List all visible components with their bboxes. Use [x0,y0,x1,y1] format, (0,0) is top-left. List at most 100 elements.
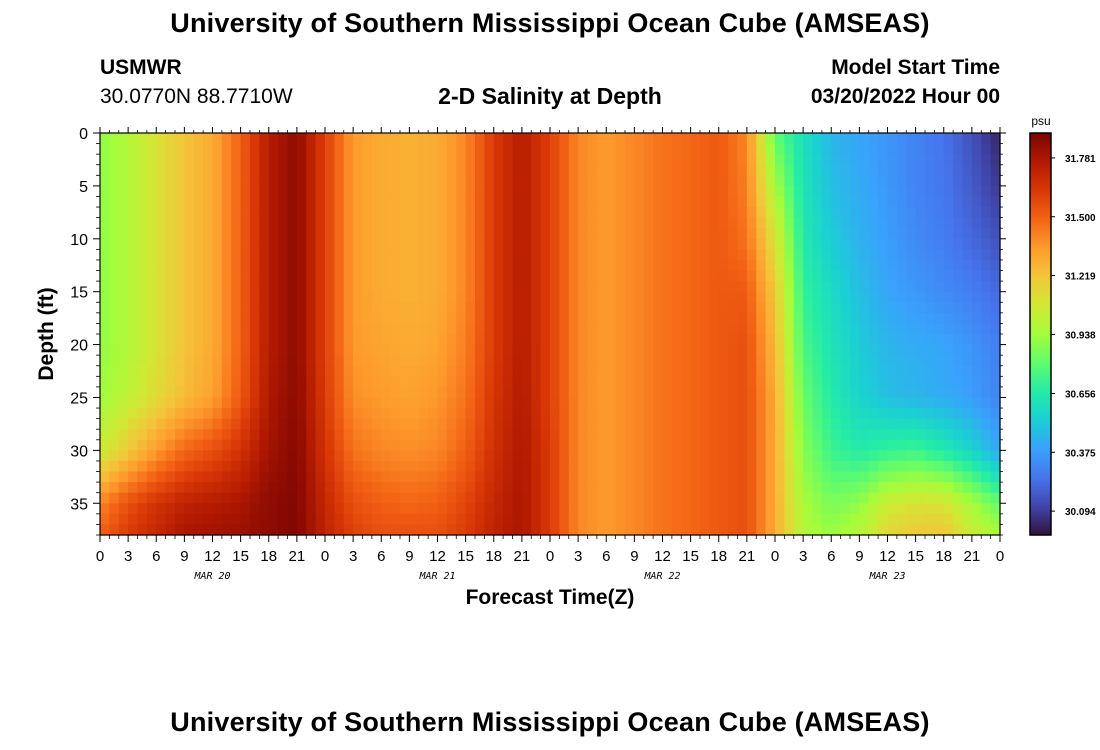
heatmap-cell [456,513,467,526]
heatmap-cell [821,503,832,515]
heatmap-cell [700,386,710,399]
heatmap-cell [540,259,551,272]
heatmap-cell [925,439,935,451]
heatmap-cell [587,323,598,335]
heatmap-cell [671,355,682,367]
heatmap-cell [615,323,626,335]
heatmap-cell [625,334,635,346]
heatmap-cell [109,302,120,314]
heatmap-cell [128,133,139,145]
heatmap-cell [306,270,317,282]
heatmap-cell [362,386,373,399]
heatmap-cell [700,302,710,314]
heatmap-cell [203,439,214,451]
heatmap-cell [906,450,917,462]
heatmap-cell [165,164,176,176]
heatmap-cell [193,376,204,388]
heatmap-cell [671,312,682,325]
heatmap-cell [821,334,832,346]
heatmap-cell [746,418,757,430]
heatmap-cell [812,524,823,536]
heatmap-cell [868,344,879,356]
heatmap-cell [231,143,242,155]
heatmap-cell [681,175,692,187]
heatmap-cell [925,164,935,176]
heatmap-cell [559,291,570,303]
heatmap-cell [193,133,204,145]
heatmap-cell [296,207,307,219]
heatmap-cell [784,365,795,377]
heatmap-cell [343,482,354,494]
heatmap-cell [728,259,739,272]
heatmap-cell [615,513,626,526]
heatmap-cell [212,133,223,145]
x-tick-label: 3 [124,548,132,565]
heatmap-cell [821,524,832,536]
heatmap-cell [709,397,720,409]
heatmap-cell [615,228,626,240]
heatmap-cell [718,143,729,155]
heatmap-cell [371,164,382,176]
heatmap-cell [250,376,260,388]
heatmap-cell [100,429,110,441]
heatmap-cell [700,164,710,176]
heatmap-cell [437,386,448,399]
heatmap-cell [775,365,785,377]
heatmap-cell [118,238,129,250]
heatmap-cell [746,408,757,420]
heatmap-cell [971,270,982,282]
heatmap-cell [278,376,289,388]
heatmap-cell [250,482,260,494]
heatmap-cell [418,482,429,494]
heatmap-cell [840,238,851,250]
heatmap-cell [925,281,935,293]
heatmap-cell [203,450,214,462]
heatmap-cell [671,302,682,314]
heatmap-cell [803,323,814,335]
heatmap-cell [962,524,973,536]
heatmap-cell [868,408,879,420]
heatmap-cell [175,133,185,145]
heatmap-cell [259,439,270,451]
heatmap-cell [118,386,129,399]
heatmap-cell [512,323,523,335]
heatmap-cell [118,471,129,483]
heatmap-cell [175,344,185,356]
heatmap-cell [315,249,326,261]
heatmap-cell [231,365,242,377]
heatmap-cell [212,355,223,367]
heatmap-cell [943,376,954,388]
heatmap-cell [878,154,889,166]
heatmap-cell [475,429,485,441]
heatmap-cell [971,471,982,483]
heatmap-cell [334,133,345,145]
heatmap-cell [409,302,420,314]
heatmap-cell [681,196,692,208]
heatmap-cell [193,450,204,462]
heatmap-cell [287,334,298,346]
heatmap-cell [493,291,504,303]
x-tick-label: 9 [855,548,863,565]
heatmap-cell [184,238,195,250]
heatmap-cell [887,312,898,325]
heatmap-cell [859,524,870,536]
heatmap-cell [203,408,214,420]
heatmap-cell [118,259,129,272]
heatmap-cell [765,196,776,208]
heatmap-cell [109,376,120,388]
heatmap-cell [362,365,373,377]
heatmap-cell [821,439,832,451]
heatmap-cell [371,175,382,187]
heatmap-cell [184,492,195,504]
heatmap-cell [221,228,232,240]
heatmap-cell [193,228,204,240]
heatmap-cell [709,270,720,282]
footer-title: University of Southern Mississippi Ocean… [170,707,930,737]
heatmap-cell [953,503,964,515]
heatmap-cell [709,334,720,346]
heatmap-cell [465,397,476,409]
heatmap-cell [643,365,654,377]
heatmap-cell [793,344,804,356]
heatmap-cell [634,355,645,367]
heatmap-cell [231,133,242,145]
